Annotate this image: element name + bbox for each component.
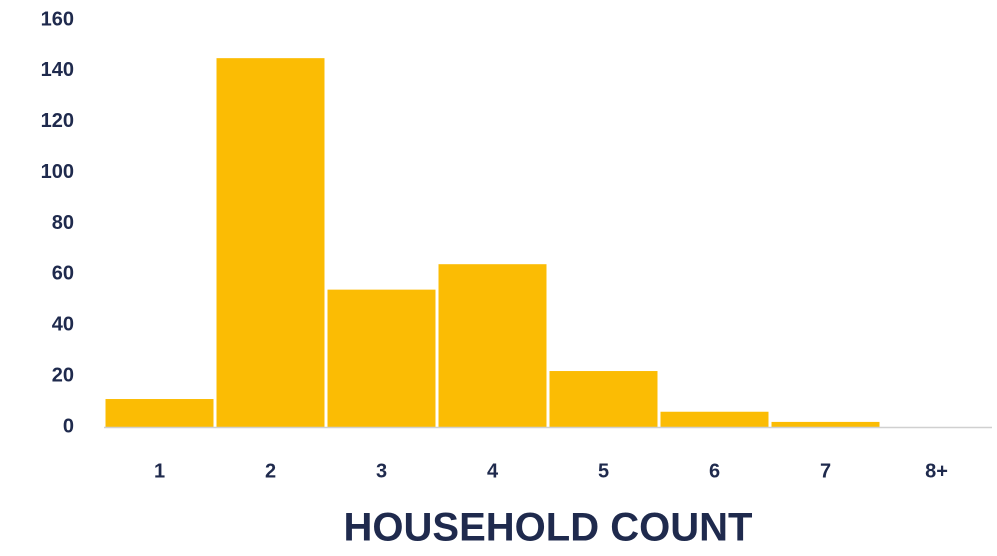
y-tick-label: 120 (41, 110, 74, 132)
bar (216, 58, 325, 427)
y-tick-label: 0 (63, 415, 74, 437)
x-tick-label: 6 (709, 460, 720, 482)
x-tick-label: 8+ (925, 460, 948, 482)
y-tick-label: 20 (52, 364, 74, 386)
bar (105, 399, 214, 427)
bar (438, 264, 547, 427)
y-tick-label: 160 (41, 8, 74, 30)
bar (660, 411, 769, 427)
y-tick-label: 80 (52, 212, 74, 234)
y-tick-label: 140 (41, 59, 74, 81)
y-tick-label: 100 (41, 161, 74, 183)
bar (771, 421, 880, 427)
x-tick-label: 7 (820, 460, 831, 482)
bar (549, 371, 658, 427)
x-tick-label: 2 (265, 460, 276, 482)
x-tick-label: 1 (154, 460, 165, 482)
x-axis-title: HOUSEHOLD COUNT (344, 506, 753, 550)
y-tick-label: 40 (52, 314, 74, 336)
y-tick-label: 60 (52, 263, 74, 285)
bar (327, 289, 436, 427)
x-tick-label: 4 (487, 460, 499, 482)
x-tick-label: 3 (376, 460, 387, 482)
x-tick-label: 5 (598, 460, 609, 482)
